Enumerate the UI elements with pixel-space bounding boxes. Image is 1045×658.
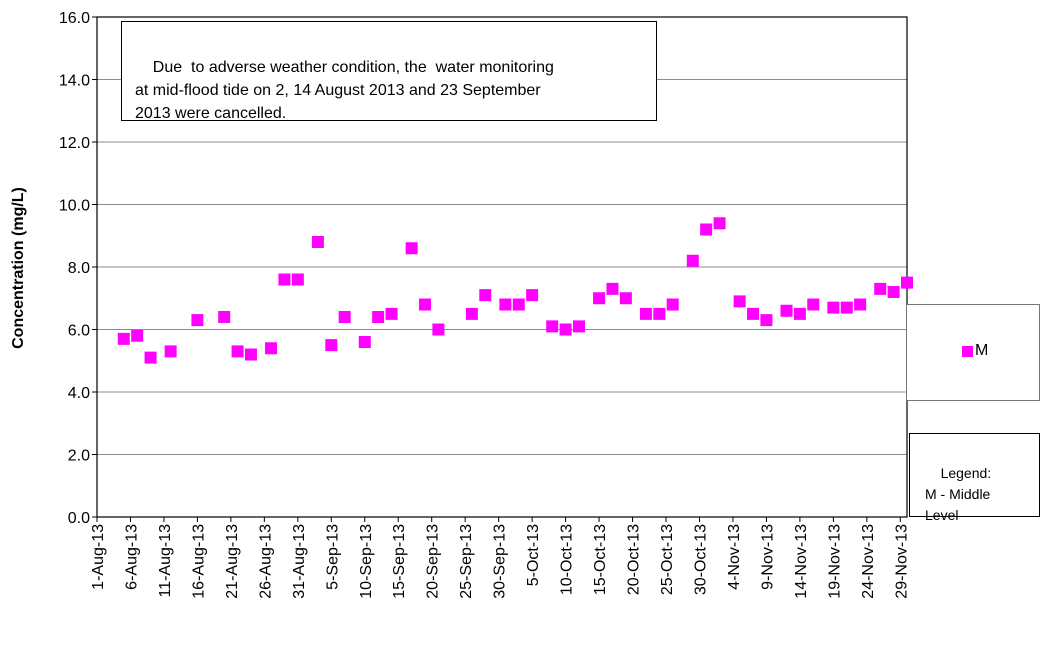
data-point-m xyxy=(639,307,652,320)
legend-entry-m: M xyxy=(962,342,988,360)
gridlines xyxy=(97,79,907,455)
data-point-m xyxy=(432,323,445,336)
x-tick-label: 15-Sep-13 xyxy=(391,524,408,599)
data-point-m xyxy=(793,307,806,320)
data-point-m xyxy=(325,339,338,352)
x-tick-label: 16-Aug-13 xyxy=(190,524,207,599)
data-point-m xyxy=(653,307,666,320)
data-point-m xyxy=(131,329,144,342)
y-tick-label: 10.0 xyxy=(59,198,90,215)
data-point-m xyxy=(606,282,619,295)
x-tick-label: 19-Nov-13 xyxy=(826,524,843,599)
annotation-text: Due to adverse weather condition, the wa… xyxy=(135,59,554,121)
legend-note-text: Legend: M - Middle Level xyxy=(925,465,992,523)
data-point-m xyxy=(465,307,478,320)
x-tick-label: 6-Aug-13 xyxy=(123,524,140,590)
y-tick-label: 0.0 xyxy=(68,510,90,527)
x-tick-label: 14-Nov-13 xyxy=(793,524,810,599)
data-point-m xyxy=(526,289,539,302)
x-tick-label: 29-Nov-13 xyxy=(893,524,910,599)
data-point-m xyxy=(512,298,525,311)
data-point-m xyxy=(807,298,820,311)
x-tick-label: 26-Aug-13 xyxy=(257,524,274,599)
data-point-m xyxy=(405,242,418,255)
data-point-m xyxy=(887,286,900,298)
legend-note-box: Legend: M - Middle Level xyxy=(909,433,1040,523)
y-tick-label: 14.0 xyxy=(59,73,90,90)
x-tick-label: 30-Oct-13 xyxy=(692,524,709,595)
x-tick-label: 20-Oct-13 xyxy=(626,524,643,595)
data-points xyxy=(117,217,913,364)
data-point-m xyxy=(499,298,512,311)
y-tick-label: 2.0 xyxy=(68,448,90,465)
x-tick-label: 21-Aug-13 xyxy=(224,524,241,599)
data-point-m xyxy=(559,323,572,336)
x-tick-label: 20-Sep-13 xyxy=(425,524,442,599)
data-point-m xyxy=(117,332,130,345)
legend-label: M xyxy=(975,342,989,359)
data-point-m xyxy=(385,307,398,320)
data-point-m xyxy=(747,307,760,320)
data-point-m xyxy=(144,351,157,364)
data-point-m xyxy=(479,289,492,302)
data-point-m xyxy=(713,217,726,230)
x-tick-label: 24-Nov-13 xyxy=(860,524,877,599)
annotation-box: Due to adverse weather condition, the wa… xyxy=(121,21,657,121)
x-tick-label: 1-Aug-13 xyxy=(90,524,107,590)
x-tick-label: 5-Oct-13 xyxy=(525,524,542,586)
legend: M xyxy=(906,304,1040,401)
y-axis: 0.0 2.0 4.0 6.0 8.0 10.0 12.0 14.0 16.0 xyxy=(59,10,97,527)
data-point-m xyxy=(593,292,606,305)
data-point-m xyxy=(572,320,585,333)
data-point-m xyxy=(901,276,913,289)
x-tick-label: 9-Nov-13 xyxy=(759,524,776,590)
y-tick-label: 12.0 xyxy=(59,135,90,152)
data-point-m xyxy=(419,298,432,311)
legend-marker-square xyxy=(962,345,973,357)
data-point-m xyxy=(338,311,351,323)
data-point-m xyxy=(733,295,746,308)
y-tick-label: 8.0 xyxy=(68,260,90,277)
data-point-m xyxy=(311,236,324,248)
x-tick-label: 31-Aug-13 xyxy=(291,524,308,599)
x-tick-label: 25-Sep-13 xyxy=(458,524,475,599)
data-point-m xyxy=(278,273,291,286)
data-point-m xyxy=(191,314,204,327)
x-tick-label: 11-Aug-13 xyxy=(157,524,174,598)
y-tick-label: 16.0 xyxy=(59,10,90,27)
data-point-m xyxy=(827,301,840,314)
data-point-m xyxy=(619,292,632,305)
y-axis-title: Concentration (mg/L) xyxy=(10,187,27,349)
data-point-m xyxy=(840,301,853,314)
x-tick-label: 25-Oct-13 xyxy=(659,524,676,595)
y-tick-label: 6.0 xyxy=(68,323,90,340)
x-tick-label: 5-Sep-13 xyxy=(324,524,341,590)
data-point-m xyxy=(546,320,559,333)
data-point-m xyxy=(780,304,793,317)
data-point-m xyxy=(244,348,257,361)
x-tick-label: 30-Sep-13 xyxy=(492,524,509,599)
data-point-m xyxy=(164,345,177,358)
data-point-m xyxy=(686,254,699,267)
data-point-m xyxy=(218,311,231,323)
x-tick-label: 15-Oct-13 xyxy=(592,524,609,595)
data-point-m xyxy=(372,311,385,323)
data-point-m xyxy=(358,336,371,348)
data-point-m xyxy=(265,342,278,355)
y-tick-label: 4.0 xyxy=(68,385,90,402)
x-tick-label: 10-Sep-13 xyxy=(358,524,375,599)
data-point-m xyxy=(700,223,713,236)
x-tick-label: 4-Nov-13 xyxy=(726,524,743,590)
data-point-m xyxy=(874,282,887,295)
data-point-m xyxy=(854,298,867,311)
data-point-m xyxy=(231,345,244,358)
data-point-m xyxy=(291,273,304,286)
x-tick-label: 10-Oct-13 xyxy=(559,524,576,595)
data-point-m xyxy=(666,298,679,311)
x-axis: 1-Aug-13 6-Aug-13 11-Aug-13 16-Aug-13 21-Aug… xyxy=(90,517,910,599)
data-point-m xyxy=(760,314,773,327)
